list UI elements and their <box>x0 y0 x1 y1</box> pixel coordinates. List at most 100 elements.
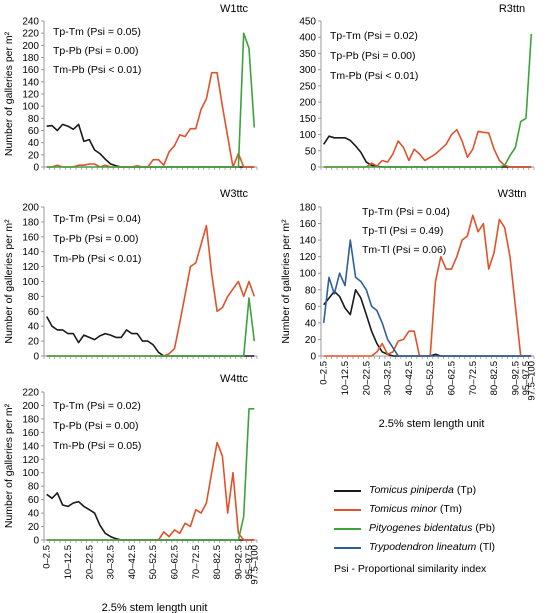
series-line-tm <box>46 441 255 541</box>
psi-annotation: Tp-Tl (Psi = 0.49) <box>362 225 443 237</box>
x-tick-label: 80–82.5 <box>212 545 223 579</box>
series-line-tm <box>46 71 255 168</box>
y-tick-label: 350 <box>299 49 316 60</box>
y-tick-label: 100 <box>22 277 39 288</box>
x-tick-label: 90–92.5 <box>510 361 521 395</box>
y-tick-label: 120 <box>22 90 39 101</box>
psi-annotation: Tp-Tm (Psi = 0.04) <box>362 206 450 218</box>
legend-item-tm: Tomicus minor (Tm) <box>334 500 548 519</box>
y-tick-label: 180 <box>22 414 39 425</box>
y-tick-label: 0 <box>33 536 39 547</box>
x-tick-label: 20–22.5 <box>361 361 372 395</box>
psi-annotation: Tm-Pb (Psi = 0.05) <box>53 440 141 452</box>
series-line-tm <box>46 224 256 357</box>
y-tick-label: 20 <box>28 337 40 348</box>
x-tick-label: 40–42.5 <box>404 361 415 395</box>
panel-w3ttn: 0 20 40 60 80 100 120 140 160 180 0–2.5 10–12.5 20–2… <box>280 188 537 430</box>
y-tick-label: 80 <box>28 292 40 303</box>
y-tick-label: 120 <box>22 262 39 273</box>
x-tick-label: 30–32.5 <box>383 361 394 395</box>
x-tick-label: 95–97.5 <box>521 361 532 395</box>
psi-annotation: Tp-Pb (Psi = 0.00) <box>53 233 139 245</box>
legend-label-tm: Tomicus minor <box>369 503 437 515</box>
y-tick-label: 200 <box>22 41 39 52</box>
psi-annotation: Tp-Tm (Psi = 0.05) <box>53 26 141 38</box>
y-tick-label: 0 <box>310 352 316 363</box>
y-tick-label: 140 <box>299 236 316 247</box>
x-tick-label: 90–92.5 <box>233 545 244 579</box>
y-tick-label: 0 <box>33 352 39 363</box>
legend-label-tl: Trypodendron lineatum <box>369 541 477 553</box>
y-tick-label: 180 <box>22 217 39 228</box>
panel-title: R3ttn <box>499 3 525 15</box>
y-tick-label: 60 <box>28 495 40 506</box>
y-tick-label: 250 <box>299 81 316 92</box>
x-tick-label: 30–32.5 <box>106 545 117 579</box>
y-tick-label: 140 <box>22 77 39 88</box>
x-tick-label: 10–12.5 <box>340 361 351 395</box>
x-tick-label: 60–62.5 <box>446 361 457 395</box>
y-tick-label: 450 <box>299 17 316 28</box>
x-tick-label: 10–12.5 <box>63 545 74 579</box>
psi-annotation: Tp-Pb (Psi = 0.00) <box>330 50 416 62</box>
y-tick-label: 0 <box>310 163 316 174</box>
x-tick-label: 70–72.5 <box>191 545 202 579</box>
y-tick-label: 200 <box>22 401 39 412</box>
y-tick-label: 220 <box>22 388 39 399</box>
x-axis-title: 2.5% stem length unit <box>379 418 485 430</box>
y-tick-label: 100 <box>299 269 316 280</box>
x-tick-label: 0–2.5 <box>42 545 53 569</box>
legend-item-tp: Tomicus piniperda (Tp) <box>334 481 548 500</box>
series-line-pb <box>323 33 533 168</box>
y-tick-label: 80 <box>28 114 40 125</box>
y-tick-label: 60 <box>28 126 40 137</box>
y-tick-label: 150 <box>299 114 316 125</box>
series-line-tp <box>46 123 255 168</box>
panel-w4ttc: 0 20 40 60 80 100 120 140 160 180 200 220 0–2.5 10–12… <box>3 373 260 613</box>
y-tick-label: 40 <box>305 318 317 329</box>
x-tick-label: 80–82.5 <box>489 361 500 395</box>
x-tick-label: 97.5–100 <box>249 545 260 585</box>
psi-note: Psi - Proportional similarity index <box>334 563 487 575</box>
psi-annotation: Tm-Pb (Psi < 0.01) <box>53 64 141 76</box>
panel-title: W3ttc <box>220 188 249 200</box>
y-tick-label: 20 <box>305 335 317 346</box>
panel-title: W3ttn <box>498 188 527 200</box>
psi-annotation: Tp-Pb (Psi = 0.00) <box>53 420 139 432</box>
y-tick-label: 140 <box>22 441 39 452</box>
y-axis-title: Number of galleries per m² <box>3 403 15 528</box>
y-tick-label: 20 <box>28 522 40 533</box>
y-tick-label: 180 <box>22 53 39 64</box>
x-tick-label: 95–97.5 <box>244 545 255 579</box>
legend-label-pb: Pityogenes bidentatus <box>369 522 473 534</box>
y-axis-title: Number of galleries per m² <box>3 31 15 156</box>
y-tick-label: 60 <box>28 307 40 318</box>
series-line-pb <box>46 297 256 357</box>
psi-annotation: Tm-Pb (Psi < 0.01) <box>53 253 141 265</box>
x-tick-label: 60–62.5 <box>169 545 180 579</box>
panel-w3ttc: 0 20 40 60 80 100 120 140 160 180 200 Number of gal… <box>3 188 258 363</box>
y-axis-title: Number of galleries per m² <box>3 219 15 344</box>
y-tick-label: 80 <box>305 285 317 296</box>
psi-annotation: Tm-Tl (Psi = 0.06) <box>362 244 446 256</box>
legend-swatch-pb <box>334 527 361 530</box>
y-tick-label: 40 <box>28 509 40 520</box>
y-tick-label: 180 <box>299 203 316 214</box>
x-axis-title: 2.5% stem length unit <box>102 602 208 613</box>
panel-r3ttn: 0 50 100 150 200 250 300 350 400 450 R3ttn Tp-Tm (P… <box>299 3 535 174</box>
psi-annotation: Tp-Tm (Psi = 0.02) <box>53 400 141 412</box>
y-tick-label: 100 <box>22 468 39 479</box>
x-tick-label: 70–72.5 <box>468 361 479 395</box>
series-line-tm <box>323 128 532 168</box>
legend-item-pb: Pityogenes bidentatus (Pb) <box>334 519 548 538</box>
y-tick-label: 100 <box>22 102 39 113</box>
panel-title: W4ttc <box>220 373 249 385</box>
y-tick-label: 160 <box>22 65 39 76</box>
series-line-pb <box>46 407 255 541</box>
series-line-tp <box>46 492 255 541</box>
y-tick-label: 200 <box>299 98 316 109</box>
series-line-tp <box>45 316 255 357</box>
y-axis-title: Number of galleries per m² <box>280 219 292 344</box>
y-tick-label: 20 <box>28 150 40 161</box>
